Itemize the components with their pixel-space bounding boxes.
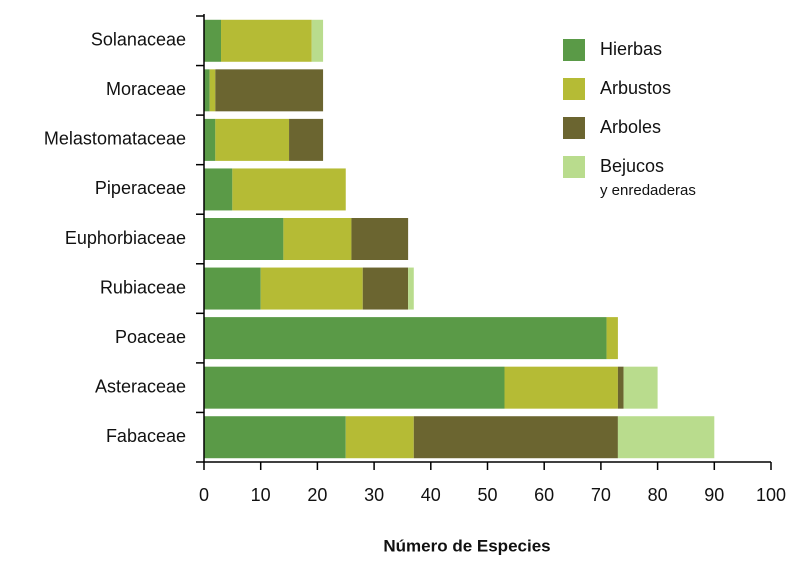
bar-segment (221, 19, 312, 62)
y-tick-label: Fabaceae (106, 426, 186, 446)
bar-segment (204, 168, 233, 211)
legend-swatch (563, 156, 585, 178)
bar-segment (215, 69, 324, 112)
bar-segment (204, 267, 261, 310)
x-tick-label: 50 (477, 485, 497, 505)
bar-segment (289, 118, 324, 161)
x-tick-label: 90 (704, 485, 724, 505)
bar-segment (606, 317, 618, 360)
x-tick-label: 60 (534, 485, 554, 505)
x-tick-label: 100 (756, 485, 786, 505)
bar-segment (204, 19, 222, 62)
bar-segment (204, 69, 210, 112)
bar-segment (623, 366, 658, 409)
bar-segment (260, 267, 363, 310)
y-tick-label: Melastomataceae (44, 129, 186, 149)
legend-swatch (563, 39, 585, 61)
x-tick-label: 30 (364, 485, 384, 505)
bar-segment (617, 416, 715, 459)
x-tick-label: 0 (199, 485, 209, 505)
x-axis-title: Número de Especies (383, 536, 550, 555)
bar-segment (232, 168, 346, 211)
legend-label: Bejucos (600, 156, 664, 176)
legend-swatch (563, 78, 585, 100)
x-tick-label: 40 (421, 485, 441, 505)
bar-segment (283, 218, 352, 260)
legend-label: Arbustos (600, 78, 671, 98)
y-tick-label: Rubiaceae (100, 277, 186, 297)
y-tick-label: Poaceae (115, 327, 186, 347)
x-tick-label: 10 (251, 485, 271, 505)
bar-segment (413, 416, 618, 459)
x-tick-label: 20 (307, 485, 327, 505)
legend-label: Hierbas (600, 39, 662, 59)
bar-segment (204, 218, 284, 260)
bar-segment (408, 267, 414, 310)
y-tick-label: Asteraceae (95, 376, 186, 396)
y-tick-label: Solanaceae (91, 30, 186, 50)
bar-segment (311, 19, 324, 62)
bar-segment (204, 118, 216, 161)
y-tick-label: Piperaceae (95, 178, 186, 198)
y-tick-label: Euphorbiaceae (65, 228, 186, 248)
bar-segment (504, 366, 618, 409)
y-tick-label: Moraceae (106, 79, 186, 99)
bar-segment (215, 118, 290, 161)
legend-note: y enredaderas (600, 182, 696, 199)
legend-label: Arboles (600, 117, 661, 137)
bar-segment (204, 416, 346, 459)
bar-segment (351, 218, 409, 260)
bar-segment (362, 267, 409, 310)
bar-segment (204, 366, 505, 409)
bar-segment (209, 69, 216, 112)
x-tick-label: 80 (648, 485, 668, 505)
bar-segment (204, 317, 607, 360)
bar-segment (617, 366, 624, 409)
legend-swatch (563, 117, 585, 139)
bar-segment (345, 416, 414, 459)
x-tick-label: 70 (591, 485, 611, 505)
